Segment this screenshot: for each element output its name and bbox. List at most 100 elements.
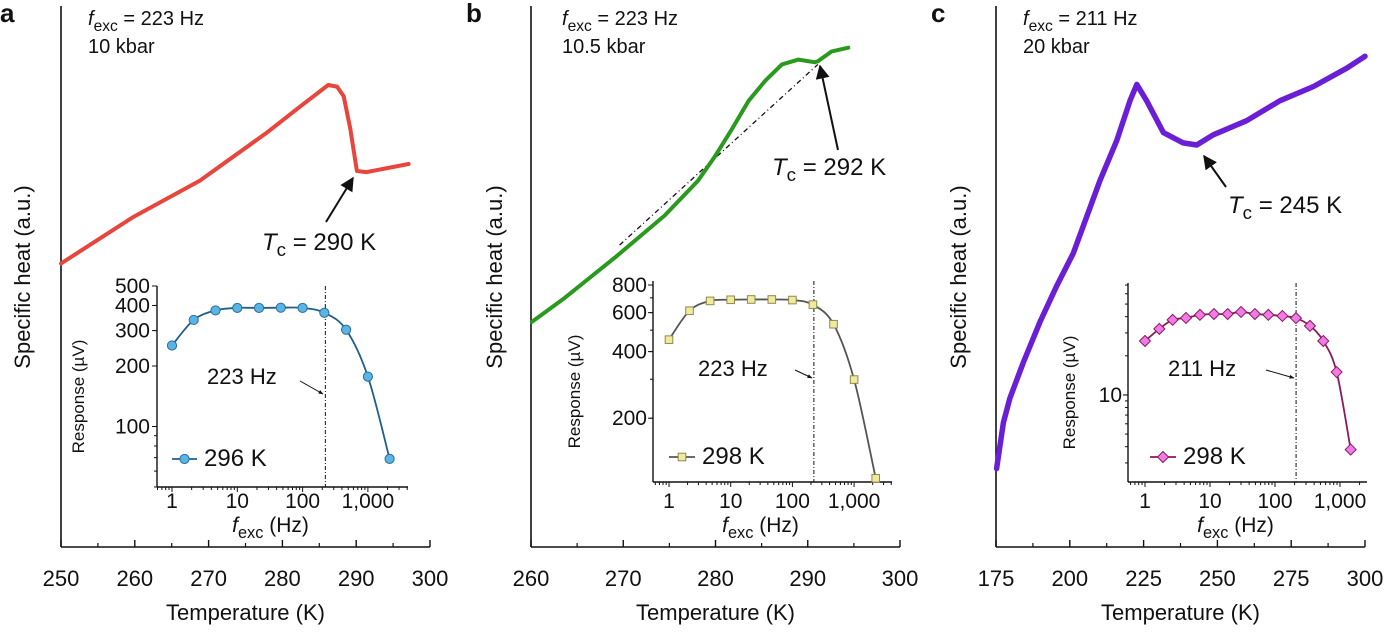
x-tick-label: 250 [43, 566, 80, 591]
x-axis-title: Temperature (K) [636, 600, 795, 625]
inset-data-point [1344, 443, 1357, 456]
tc-label-symbol: T [1228, 192, 1245, 219]
inset-data-point [788, 295, 797, 305]
excitation-frequency-label: 223 Hz [207, 364, 277, 389]
tc-arrow [325, 176, 354, 223]
inset-x-tick-label: 100 [775, 490, 810, 513]
inset-y-tick-label: 400 [612, 341, 647, 364]
panel-letter: c [931, 0, 945, 28]
inset-data-point [829, 319, 838, 329]
specific-heat-curve [993, 53, 1368, 472]
inset-y-tick-label: 400 [115, 294, 150, 317]
x-tick-label: 270 [190, 566, 227, 591]
x-tick-label: 290 [789, 566, 826, 591]
x-tick-label: 250 [1199, 566, 1236, 591]
inset-response-curve [668, 298, 877, 479]
inset-data-point [1262, 308, 1275, 322]
tc-label: Tc = 245 K [1228, 192, 1342, 223]
annotation-pressure: 10 kbar [88, 36, 155, 58]
inset-x-tick-label: 1 [663, 490, 675, 513]
inset-x-axis-title-rest: (Hz) [753, 514, 799, 537]
x-tick-label: 290 [338, 566, 375, 591]
inset-x-axis-title: fexc (Hz) [1197, 514, 1274, 542]
inset-data-point [1138, 334, 1152, 348]
specific-heat-curve [59, 83, 411, 266]
inset-x-axis-title: fexc (Hz) [232, 514, 309, 542]
inset-data-point [1179, 311, 1193, 325]
inset-y-tick-label: 200 [612, 407, 647, 430]
annotation-frequency: fexc = 223 Hz [88, 8, 204, 35]
excitation-frequency-arrow [794, 369, 813, 379]
legend-marker [179, 453, 190, 465]
inset-data-point [232, 302, 243, 314]
inset-frequency-response: 1 10 100 1,000 800 600 400 200 fexc (Hz) Response… [565, 274, 892, 542]
inset-data-point [1207, 307, 1221, 321]
inset-x-axis-title: fexc (Hz) [722, 514, 799, 542]
legend-label: 298 K [702, 443, 765, 470]
inset-x-tick-label: 100 [285, 490, 320, 513]
legend-label: 298 K [1183, 443, 1246, 470]
excitation-frequency-label: 211 Hz [1168, 356, 1236, 381]
inset-data-point [188, 314, 199, 326]
x-tick-label: 260 [513, 566, 550, 591]
inset-data-point [1303, 319, 1317, 333]
tc-label-subscript: c [1243, 202, 1252, 223]
inset-data-point [1166, 313, 1179, 327]
inset-y-tick-label: 300 [115, 320, 150, 343]
legend-marker [1156, 450, 1170, 464]
annotation-frequency-symbol: f [562, 8, 570, 30]
annotation-frequency-symbol: f [1023, 8, 1031, 30]
excitation-frequency-label: 223 Hz [698, 356, 768, 381]
inset-x-axis-title-subscript: exc [238, 524, 263, 542]
inset-x-tick-label: 1,000 [342, 490, 395, 513]
legend-marker [677, 452, 687, 462]
x-tick-label: 175 [978, 566, 1015, 591]
tc-label-subscript: c [787, 164, 796, 185]
inset-y-tick-label: 600 [612, 302, 647, 325]
annotation-frequency-rest: = 211 Hz [1053, 8, 1138, 30]
excitation-frequency-arrow [1265, 369, 1295, 379]
tc-label-rest: = 290 K [286, 229, 376, 256]
inset-x-tick-label: 10 [226, 490, 249, 513]
tc-label-rest: = 245 K [1252, 192, 1342, 219]
inset-x-axis-title-rest: (Hz) [1228, 514, 1274, 537]
tc-label: Tc = 290 K [262, 229, 376, 260]
x-tick-label: 300 [1347, 566, 1384, 591]
inset-y-axis-title: Response (µV) [69, 340, 88, 454]
annotation-pressure: 20 kbar [1023, 36, 1090, 58]
panel-a: a 250 260 270 280 290 300 Temperature (K) Specif… [0, 0, 448, 625]
x-axis-title: Temperature (K) [1101, 600, 1260, 625]
annotation-frequency-subscript: exc [94, 18, 118, 35]
y-axis-title: Specific heat (a.u.) [482, 185, 507, 368]
y-axis-title: Specific heat (a.u.) [946, 185, 971, 368]
annotation-frequency-rest: = 223 Hz [118, 8, 204, 30]
inset-x-tick-label: 100 [1257, 490, 1292, 513]
panel-letter: b [466, 0, 482, 28]
specific-heat-curve [529, 45, 851, 324]
inset-data-point [849, 375, 859, 384]
inset-y-tick-label: 10 [1099, 384, 1122, 407]
y-axis-title: Specific heat (a.u.) [10, 185, 35, 368]
inset-x-tick-label: 10 [1198, 490, 1221, 513]
inset-x-axis-title-rest: (Hz) [263, 514, 309, 537]
inset-data-point [1221, 307, 1234, 321]
inset-x-tick-label: 1,000 [1314, 490, 1367, 513]
panel-letter: a [0, 0, 15, 28]
annotation-frequency-subscript: exc [568, 18, 592, 35]
x-tick-label: 260 [116, 566, 153, 591]
annotation-pressure: 10.5 kbar [562, 36, 646, 58]
annotation-frequency: fexc = 223 Hz [562, 8, 678, 35]
inset-y-tick-label: 500 [115, 275, 150, 298]
inset-data-point [1234, 305, 1248, 319]
inset-data-point [871, 474, 881, 483]
x-tick-label: 275 [1273, 566, 1310, 591]
tc-label-symbol: T [772, 154, 789, 181]
annotation-frequency-rest: = 223 Hz [592, 8, 678, 30]
inset-x-axis-title-subscript: exc [1203, 524, 1228, 542]
inset-data-point [362, 371, 373, 382]
panel-c: c 175 200 225 250 275 300 Temperature (K) Specif… [931, 0, 1383, 625]
panel-b: b 260 270 280 290 300 Temperature (K) Specific … [466, 0, 918, 625]
inset-data-point [664, 335, 674, 344]
inset-x-tick-label: 1 [166, 490, 178, 513]
